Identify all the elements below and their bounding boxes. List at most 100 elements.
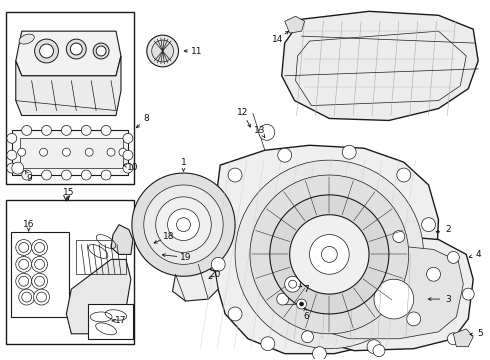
Circle shape xyxy=(132,173,235,276)
Polygon shape xyxy=(285,16,305,33)
Circle shape xyxy=(147,35,178,67)
Circle shape xyxy=(42,170,51,180)
Circle shape xyxy=(310,235,349,274)
Circle shape xyxy=(61,125,72,135)
Circle shape xyxy=(32,273,48,289)
Circle shape xyxy=(447,251,459,264)
Text: 12: 12 xyxy=(237,108,249,117)
Polygon shape xyxy=(290,243,464,339)
Circle shape xyxy=(176,218,191,231)
Text: 14: 14 xyxy=(272,35,283,44)
Circle shape xyxy=(235,160,424,349)
Polygon shape xyxy=(66,260,131,334)
Circle shape xyxy=(301,331,314,343)
Bar xyxy=(20,138,123,168)
Circle shape xyxy=(313,347,326,360)
Circle shape xyxy=(259,125,275,140)
Text: 20: 20 xyxy=(210,270,221,279)
Ellipse shape xyxy=(19,34,34,44)
Circle shape xyxy=(32,256,48,272)
Circle shape xyxy=(123,150,133,160)
Circle shape xyxy=(270,195,389,314)
Circle shape xyxy=(407,312,420,326)
Circle shape xyxy=(7,133,17,143)
Text: 3: 3 xyxy=(445,294,451,303)
Polygon shape xyxy=(453,329,473,347)
Circle shape xyxy=(66,39,86,59)
Bar xyxy=(88,304,133,339)
Text: 17: 17 xyxy=(115,316,127,325)
Text: 6: 6 xyxy=(304,312,309,321)
Circle shape xyxy=(374,279,414,319)
Circle shape xyxy=(367,340,381,354)
Circle shape xyxy=(19,243,29,252)
Circle shape xyxy=(32,239,48,255)
Circle shape xyxy=(71,43,82,55)
Circle shape xyxy=(119,148,127,156)
Circle shape xyxy=(261,337,275,351)
Circle shape xyxy=(40,148,48,156)
Circle shape xyxy=(364,269,424,329)
Circle shape xyxy=(35,243,45,252)
Circle shape xyxy=(61,170,72,180)
Circle shape xyxy=(7,163,17,173)
Bar xyxy=(11,231,70,317)
Text: 4: 4 xyxy=(475,250,481,259)
Text: 18: 18 xyxy=(163,232,174,241)
Text: 19: 19 xyxy=(180,253,191,262)
Polygon shape xyxy=(16,31,121,76)
Circle shape xyxy=(447,333,459,345)
Circle shape xyxy=(393,231,405,243)
Circle shape xyxy=(285,276,300,292)
Circle shape xyxy=(277,293,289,305)
Polygon shape xyxy=(16,56,121,116)
Circle shape xyxy=(19,289,35,305)
Text: 8: 8 xyxy=(143,114,148,123)
Circle shape xyxy=(85,148,93,156)
Circle shape xyxy=(250,175,409,334)
Circle shape xyxy=(7,150,17,160)
Circle shape xyxy=(144,185,223,264)
Circle shape xyxy=(101,125,111,135)
Circle shape xyxy=(462,288,474,300)
Circle shape xyxy=(16,256,32,272)
Circle shape xyxy=(168,209,199,240)
Circle shape xyxy=(107,148,115,156)
Circle shape xyxy=(101,170,111,180)
Circle shape xyxy=(373,345,385,357)
Text: 11: 11 xyxy=(191,46,202,55)
Circle shape xyxy=(278,148,292,162)
Bar xyxy=(6,12,134,184)
Circle shape xyxy=(421,218,436,231)
Circle shape xyxy=(93,43,109,59)
Text: 5: 5 xyxy=(477,329,483,338)
Circle shape xyxy=(62,148,71,156)
Circle shape xyxy=(123,163,133,173)
Circle shape xyxy=(18,148,25,156)
Circle shape xyxy=(42,125,51,135)
Text: 16: 16 xyxy=(23,220,34,229)
Circle shape xyxy=(296,299,307,309)
Circle shape xyxy=(35,39,58,63)
Polygon shape xyxy=(278,235,473,351)
Text: 1: 1 xyxy=(181,158,186,167)
Circle shape xyxy=(22,292,32,302)
Circle shape xyxy=(123,133,133,143)
Polygon shape xyxy=(12,130,128,175)
Circle shape xyxy=(37,292,47,302)
Polygon shape xyxy=(172,264,218,301)
Circle shape xyxy=(314,234,325,246)
Circle shape xyxy=(34,289,49,305)
Circle shape xyxy=(22,125,32,135)
Bar xyxy=(6,200,134,344)
Text: 10: 10 xyxy=(127,163,139,172)
Circle shape xyxy=(19,276,29,286)
Polygon shape xyxy=(111,225,133,255)
Circle shape xyxy=(228,307,242,321)
Circle shape xyxy=(152,40,173,62)
Circle shape xyxy=(397,168,411,182)
Circle shape xyxy=(40,44,53,58)
Circle shape xyxy=(12,162,24,174)
Circle shape xyxy=(35,260,45,269)
Circle shape xyxy=(299,302,303,306)
